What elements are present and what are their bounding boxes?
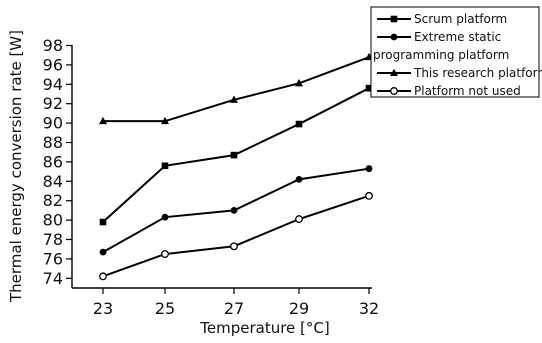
axes bbox=[71, 45, 372, 289]
legend-marker bbox=[390, 68, 398, 76]
legend-marker bbox=[390, 33, 398, 41]
legend-item: Extreme static programming platform bbox=[373, 30, 509, 62]
data-point bbox=[295, 215, 303, 224]
y-tick-label: 84 bbox=[43, 172, 63, 191]
x-ticks: 23 25 27 29 32 bbox=[93, 288, 379, 318]
series-platform-not-used bbox=[99, 191, 373, 281]
y-tick-label: 96 bbox=[43, 55, 63, 74]
x-tick-label: 27 bbox=[224, 299, 244, 318]
data-point bbox=[295, 175, 303, 183]
y-tick-label: 88 bbox=[43, 133, 63, 152]
y-tick-label: 94 bbox=[43, 75, 63, 94]
data-point bbox=[230, 207, 238, 214]
data-point bbox=[365, 84, 373, 92]
data-point bbox=[365, 191, 373, 200]
series-line bbox=[103, 56, 370, 123]
series-scrum-platform bbox=[99, 84, 373, 226]
y-tick-label: 90 bbox=[43, 114, 63, 133]
data-point bbox=[161, 162, 169, 170]
data-point bbox=[161, 250, 169, 258]
y-tick-label: 82 bbox=[43, 191, 63, 210]
legend-marker bbox=[390, 15, 398, 23]
x-tick-label: 23 bbox=[93, 299, 113, 318]
data-point bbox=[230, 242, 238, 251]
x-tick-label: 32 bbox=[359, 299, 379, 318]
x-tick-label: 29 bbox=[289, 299, 309, 318]
y-tick-label: 98 bbox=[43, 36, 63, 55]
plot-area bbox=[99, 52, 373, 281]
data-point bbox=[99, 116, 107, 125]
x-axis-title: Temperature [°C] bbox=[199, 319, 329, 337]
legend-item: Platform not used bbox=[377, 84, 521, 98]
legend-label: This research platform bbox=[413, 66, 542, 80]
data-point bbox=[161, 213, 169, 221]
series-this-research-platform bbox=[99, 52, 373, 125]
legend: Scrum platform Extreme static programming … bbox=[370, 6, 542, 98]
data-point bbox=[99, 248, 107, 256]
data-point bbox=[365, 165, 373, 173]
legend-label: Scrum platform bbox=[414, 12, 507, 26]
y-axis-title: Thermal energy conversion rate [W] bbox=[7, 30, 25, 303]
data-point bbox=[99, 218, 107, 226]
data-point bbox=[230, 151, 238, 159]
data-point bbox=[295, 120, 303, 128]
y-tick-label: 78 bbox=[43, 230, 63, 249]
y-tick-label: 80 bbox=[43, 211, 63, 230]
y-tick-label: 92 bbox=[43, 94, 63, 113]
y-tick-label: 86 bbox=[43, 152, 63, 171]
series-extreme-static-programming-platform bbox=[99, 165, 373, 256]
data-point bbox=[99, 272, 107, 281]
data-point bbox=[230, 95, 238, 103]
legend-label-continued: programming platform bbox=[373, 48, 509, 62]
legend-item: Scrum platform bbox=[377, 12, 507, 26]
legend-box bbox=[370, 6, 540, 98]
data-point bbox=[161, 116, 169, 125]
data-point bbox=[295, 79, 303, 87]
y-tick-label: 74 bbox=[43, 269, 63, 288]
y-tick-label: 76 bbox=[43, 249, 63, 268]
legend-item: This research platform bbox=[377, 66, 542, 80]
legend-label: Platform not used bbox=[414, 84, 521, 98]
legend-label: Extreme static bbox=[414, 30, 501, 44]
x-tick-label: 25 bbox=[155, 299, 175, 318]
legend-marker bbox=[390, 87, 398, 95]
